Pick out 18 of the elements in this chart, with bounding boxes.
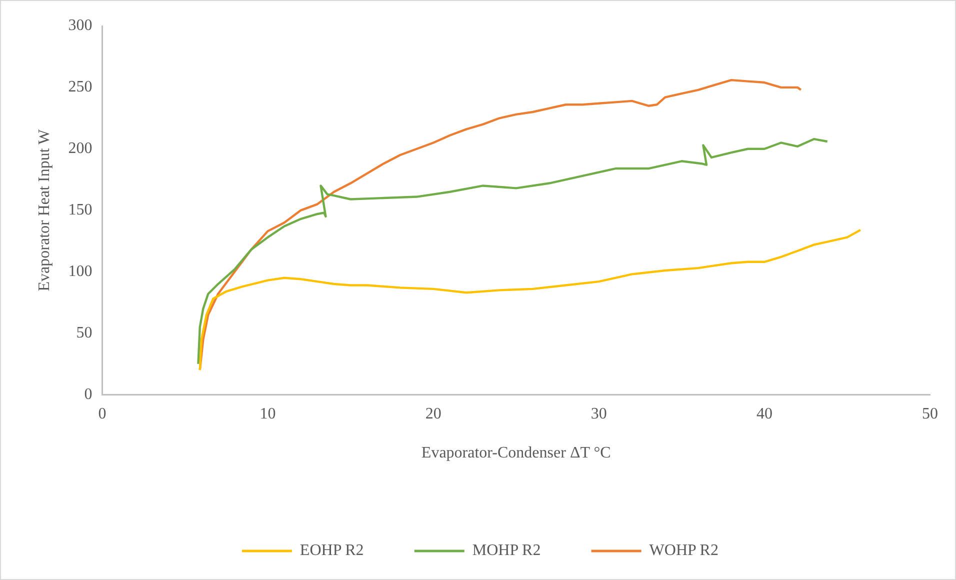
y-tick-label: 100	[68, 262, 92, 280]
legend-label: EOHP R2	[300, 542, 364, 560]
legend-label: MOHP R2	[472, 542, 541, 560]
y-tick-label: 50	[76, 324, 92, 342]
x-tick-label: 30	[590, 405, 607, 422]
y-axis-title: Evaporator Heat Input W	[36, 128, 53, 292]
x-axis-title: Evaporator-Condenser ΔT °C	[421, 444, 611, 462]
x-tick-label: 20	[425, 405, 442, 422]
x-tick-label: 50	[922, 405, 938, 422]
y-tick-label: 150	[68, 202, 92, 219]
x-tick-label: 10	[260, 405, 276, 422]
legend-label: WOHP R2	[649, 542, 718, 560]
y-tick-label: 300	[68, 17, 92, 34]
y-tick-label: 200	[68, 140, 92, 158]
y-tick-label: 250	[68, 78, 92, 96]
x-tick-label: 40	[756, 405, 772, 422]
x-tick-label: 0	[98, 405, 106, 422]
y-tick-label: 0	[84, 386, 92, 403]
